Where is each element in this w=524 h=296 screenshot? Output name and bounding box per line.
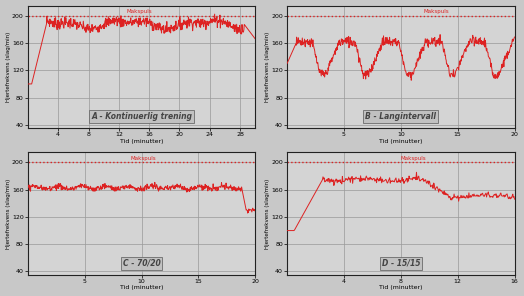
Text: Makspuls: Makspuls bbox=[130, 156, 156, 161]
Y-axis label: Hjertefrekvens (slag/min): Hjertefrekvens (slag/min) bbox=[6, 32, 10, 102]
Text: B - Langintervall: B - Langintervall bbox=[365, 112, 436, 121]
X-axis label: Tid (minutter): Tid (minutter) bbox=[120, 139, 163, 144]
Y-axis label: Hjertefrekvens (slag/min): Hjertefrekvens (slag/min) bbox=[265, 32, 270, 102]
Y-axis label: Hjertefrekvens (slag/min): Hjertefrekvens (slag/min) bbox=[265, 178, 270, 249]
Text: A - Kontinuerlig trening: A - Kontinuerlig trening bbox=[91, 112, 192, 121]
X-axis label: Tid (minutter): Tid (minutter) bbox=[379, 285, 422, 290]
Y-axis label: Hjertefrekvens (slag/min): Hjertefrekvens (slag/min) bbox=[6, 178, 10, 249]
Text: Makspuls: Makspuls bbox=[401, 156, 427, 161]
X-axis label: Tid (minutter): Tid (minutter) bbox=[379, 139, 422, 144]
X-axis label: Tid (minutter): Tid (minutter) bbox=[120, 285, 163, 290]
Text: C - 70/20: C - 70/20 bbox=[123, 259, 160, 268]
Text: D - 15/15: D - 15/15 bbox=[381, 259, 420, 268]
Text: Makspuls: Makspuls bbox=[126, 9, 152, 15]
Text: Makspuls: Makspuls bbox=[423, 9, 449, 15]
